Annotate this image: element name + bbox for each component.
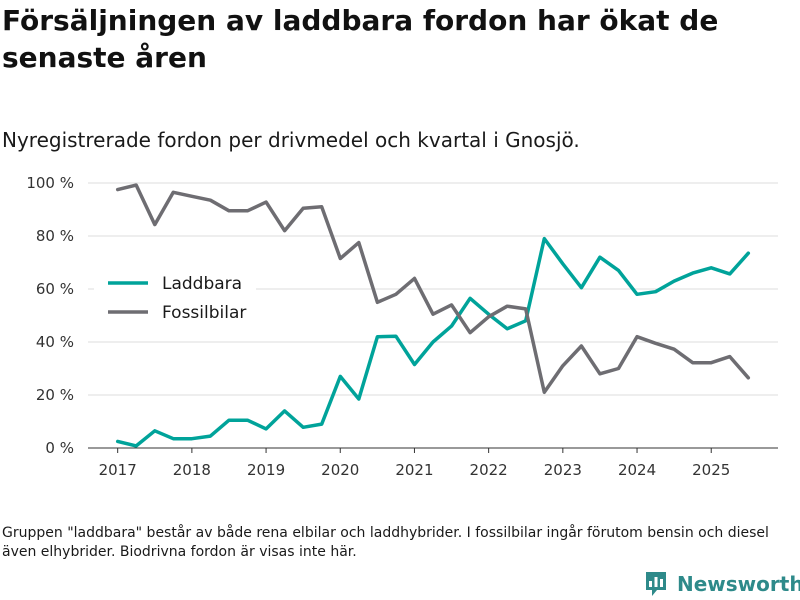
x-tick-label: 2024 [618,461,656,479]
x-tick-label: 2017 [99,461,137,479]
chart-subtitle: Nyregistrerade fordon per drivmedel och … [2,128,580,152]
y-tick-label: 80 % [36,227,74,245]
x-tick-label: 2022 [470,461,508,479]
legend-label: Laddbara [162,274,242,294]
x-tick-label: 2021 [395,461,433,479]
chart-title: Försäljningen av laddbara fordon har öka… [2,4,719,74]
bar-chart-icon [646,572,666,596]
x-tick-label: 2019 [247,461,285,479]
legend-label: Fossilbilar [162,303,246,323]
series-line-fossilbilar [115,183,751,395]
legend: Laddbara Fossilbilar [94,267,256,331]
footnote: Gruppen "laddbara" består av både rena e… [2,525,769,560]
brand-name: Newsworthy [677,572,800,596]
x-tick-label: 2020 [321,461,359,479]
x-tick-label: 2023 [544,461,582,479]
y-tick-label: 0 % [45,439,74,457]
y-tick-label: 60 % [36,280,74,298]
x-tick-label: 2025 [692,461,730,479]
y-tick-label: 20 % [36,386,74,404]
line-chart: 0 % 20 % 40 % 60 % 80 % 100 % 2017 2018 2019 2020… [26,174,778,479]
y-tick-label: 100 % [26,174,74,192]
x-tick-label: 2018 [173,461,211,479]
legend-background [94,267,256,331]
y-tick-label: 40 % [36,333,74,351]
series-line-laddbara [115,236,751,448]
series-lines [115,183,751,448]
newsworthy-logo: Newsworthy [644,568,800,600]
axes: 0 % 20 % 40 % 60 % 80 % 100 % 2017 2018 2019 2020… [26,174,778,479]
